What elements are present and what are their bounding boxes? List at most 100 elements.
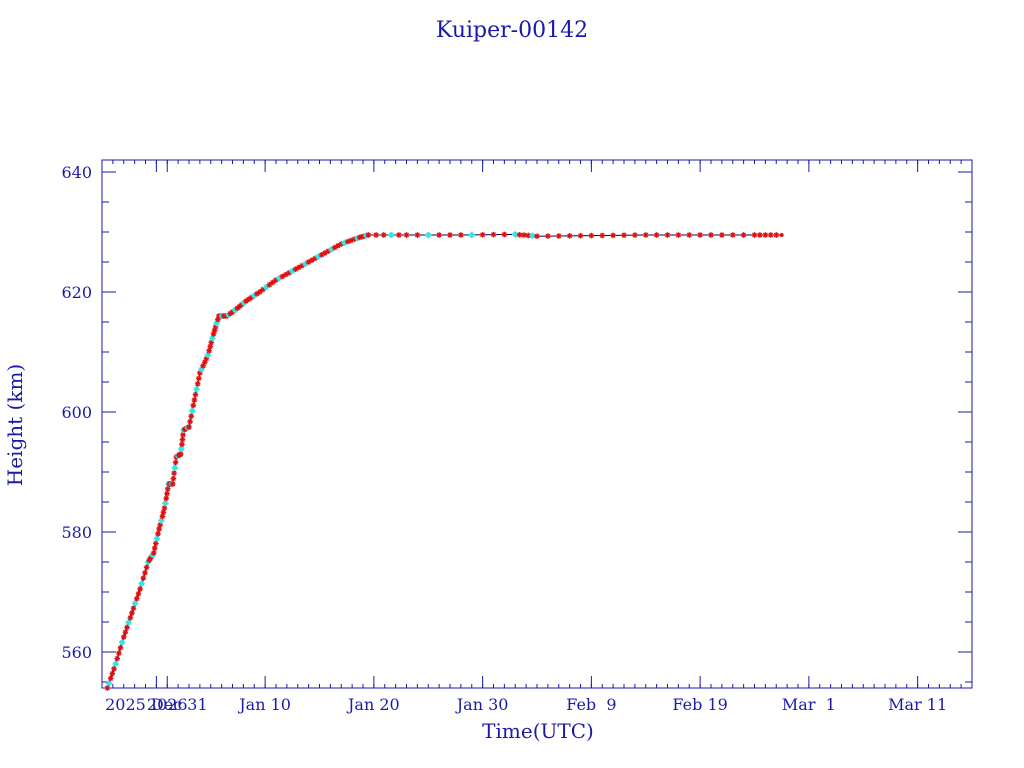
plot-frame — [101, 159, 973, 689]
data-point — [751, 232, 758, 238]
data-point — [151, 545, 158, 552]
data-point — [157, 521, 163, 528]
data-point — [122, 629, 129, 636]
data-point — [192, 391, 199, 398]
series-layer — [104, 231, 784, 691]
data-point — [773, 232, 780, 238]
data-point — [187, 418, 193, 425]
data-point-secondary — [125, 619, 132, 626]
data-point-secondary — [193, 386, 200, 393]
x-tick-label: 2025 Dec 31 — [105, 695, 208, 714]
data-point — [140, 575, 147, 582]
data-point — [740, 232, 747, 238]
data-point — [155, 530, 161, 537]
data-point-secondary — [425, 231, 432, 239]
data-point — [266, 281, 273, 288]
data-point — [142, 569, 148, 576]
data-point — [190, 402, 197, 409]
data-point — [160, 509, 167, 516]
data-point — [403, 232, 410, 238]
data-point — [169, 481, 176, 487]
data-point — [171, 470, 177, 477]
data-point — [436, 232, 442, 238]
data-point — [396, 232, 402, 238]
data-point-secondary — [138, 580, 145, 587]
data-point — [458, 232, 464, 238]
data-point — [129, 610, 135, 616]
x-tick-label: Mar 11 — [888, 695, 947, 714]
data-point — [121, 634, 127, 640]
data-point — [686, 232, 693, 238]
data-point — [534, 233, 540, 239]
data-point-secondary — [468, 231, 475, 239]
data-point — [767, 232, 774, 238]
data-point — [414, 232, 421, 238]
data-point — [599, 232, 606, 239]
data-point-secondary — [388, 231, 395, 239]
data-point — [188, 413, 194, 420]
data-point — [111, 665, 117, 672]
data-point-secondary — [209, 335, 216, 342]
y-tick-label: 620 — [61, 283, 92, 302]
data-point — [117, 644, 124, 651]
data-point — [161, 505, 168, 511]
x-tick-label: Jan 20 — [346, 695, 400, 714]
data-point — [632, 232, 638, 238]
x-tick-label: Mar 1 — [782, 695, 836, 714]
data-point — [206, 347, 212, 354]
data-point-secondary — [105, 680, 113, 687]
data-point-secondary — [158, 517, 165, 524]
x-axis-label: Time(UTC) — [482, 719, 594, 743]
x-tick-label: Jan 10 — [237, 695, 291, 714]
data-point — [588, 232, 595, 239]
data-point — [208, 339, 215, 346]
data-point — [708, 232, 714, 238]
data-point — [179, 441, 185, 448]
data-point — [191, 397, 198, 403]
data-point — [501, 231, 508, 238]
data-point — [116, 650, 122, 657]
data-point-secondary — [189, 407, 196, 414]
data-point-secondary — [153, 535, 161, 542]
data-point — [135, 590, 142, 597]
data-point — [621, 232, 627, 238]
data-point — [566, 233, 573, 239]
x-tick-label: Feb 9 — [566, 695, 616, 714]
data-point — [675, 232, 682, 238]
data-point — [729, 232, 736, 238]
data-point — [697, 232, 703, 238]
data-point — [490, 231, 497, 238]
data-point — [610, 232, 616, 239]
data-point — [153, 540, 159, 547]
data-point-secondary — [118, 639, 126, 646]
data-point — [664, 232, 671, 238]
data-point — [521, 232, 527, 238]
data-point — [130, 605, 137, 612]
data-point — [545, 233, 551, 239]
data-point — [779, 233, 784, 237]
data-point — [762, 232, 769, 238]
data-point — [447, 232, 453, 238]
data-point — [719, 232, 725, 238]
data-point-secondary — [162, 500, 169, 507]
data-point — [170, 475, 177, 482]
data-point — [172, 459, 179, 466]
y-tick-label: 600 — [61, 403, 92, 422]
data-point — [380, 232, 387, 238]
data-point — [577, 232, 584, 239]
data-point — [124, 624, 130, 631]
data-point — [653, 232, 660, 238]
data-point — [104, 685, 111, 691]
chart-title: Kuiper-00142 — [436, 18, 588, 43]
data-point — [164, 490, 170, 497]
data-point — [165, 485, 171, 492]
data-point — [194, 380, 201, 387]
data-point — [479, 232, 486, 238]
data-point — [365, 232, 372, 238]
data-point — [179, 436, 186, 443]
data-point — [143, 564, 150, 571]
x-tick-label: Jan 30 — [455, 695, 509, 714]
data-point — [156, 526, 162, 532]
